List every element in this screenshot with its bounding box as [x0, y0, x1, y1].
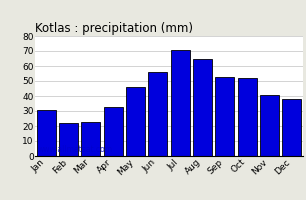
Bar: [81, 121, 100, 156]
Bar: [171, 49, 190, 156]
Bar: [238, 78, 257, 156]
Bar: [260, 95, 279, 156]
Bar: [37, 110, 56, 156]
Bar: [59, 123, 78, 156]
Bar: [282, 99, 301, 156]
Bar: [148, 72, 167, 156]
Bar: [215, 76, 234, 156]
Text: Kotlas : precipitation (mm): Kotlas : precipitation (mm): [35, 22, 193, 35]
Text: www.allmetsat.com: www.allmetsat.com: [38, 145, 113, 154]
Bar: [126, 87, 145, 156]
Bar: [104, 106, 123, 156]
Bar: [193, 58, 212, 156]
